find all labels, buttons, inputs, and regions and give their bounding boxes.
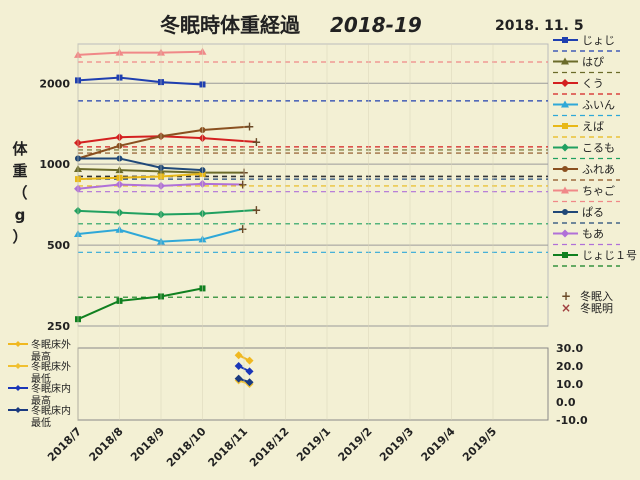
legend-label: ちゃご	[582, 184, 615, 198]
series-ちゃご	[74, 47, 207, 58]
temp-data-point	[234, 362, 243, 370]
y-label-char: 体	[12, 140, 28, 158]
temp-legend-point	[15, 407, 21, 413]
series-line	[78, 157, 203, 172]
data-point	[562, 123, 568, 129]
weight-tick-label: 500	[47, 239, 70, 252]
hibernation-start-marker: +	[238, 178, 248, 192]
data-point	[562, 209, 568, 215]
data-point	[561, 186, 569, 194]
temp-data-point	[245, 356, 254, 365]
y-label-char: （	[12, 184, 27, 202]
hibernation-start-marker: +	[238, 222, 248, 236]
legend-label: じょじ	[582, 34, 615, 47]
x-tick-label: 2018/11	[206, 425, 251, 470]
x-tick-label: 2018/8	[87, 425, 126, 464]
temp-legend-point	[15, 341, 21, 347]
series-line	[77, 287, 203, 321]
temperature-tick-label: 30.0	[556, 342, 583, 355]
temp-data-point	[234, 351, 243, 360]
data-point	[562, 37, 568, 43]
series-line	[77, 135, 257, 144]
x-tick-label: 2018/10	[164, 425, 209, 470]
x-tick-label: 2018/9	[128, 425, 167, 464]
weight-tick-label: 1000	[39, 158, 70, 171]
legend-label: はぴ	[582, 56, 604, 69]
series-じょじ	[75, 74, 206, 88]
legend-label: じょじ１号	[582, 249, 637, 262]
temp-legend-label: 冬眠床内	[31, 404, 71, 417]
legend-marker-label: 冬眠明	[580, 301, 613, 315]
temp-legend-label: 冬眠床外	[31, 338, 71, 351]
chart-season: 2018-19	[330, 13, 422, 37]
x-tick-label: 2019/1	[294, 425, 333, 464]
temp-legend-label: 最高	[31, 394, 51, 407]
x-tick-label: 2018/12	[247, 425, 292, 470]
hibernation-start-marker: +	[245, 120, 255, 134]
temp-data-point	[234, 374, 243, 383]
series-line	[77, 209, 257, 216]
series-じょじ１号	[75, 285, 206, 323]
data-point	[561, 100, 569, 108]
series-line	[77, 125, 250, 160]
y-label-char: g	[15, 206, 26, 224]
weight-tick-label: 250	[47, 320, 70, 333]
y-axis-label: 体重 （ g ）	[12, 140, 28, 246]
data-point	[561, 229, 569, 238]
x-tick-label: 2019/2	[336, 425, 375, 464]
legend-marker-label: 冬眠入	[580, 289, 613, 303]
temp-legend-point	[15, 385, 21, 391]
data-point	[562, 166, 568, 172]
temp-legend-point	[15, 363, 21, 369]
legend-label: ふれあ	[582, 163, 615, 176]
legend-label: こるも	[582, 142, 615, 155]
temp-legend-label: 最高	[31, 350, 51, 363]
weight-tick-label: 2000	[39, 77, 70, 90]
temperature-tick-label: -10.0	[556, 414, 588, 427]
temperature-tick-label: 20.0	[556, 360, 583, 373]
legend-label: もあ	[582, 228, 604, 241]
series-line	[77, 172, 203, 181]
temp-legend-label: 冬眠床外	[31, 360, 71, 373]
temp-legend-label: 最低	[31, 416, 51, 429]
hibernation-start-marker: +	[251, 203, 261, 217]
temperature-panel: 30.0 20.0 10.0 0.0 -10.0	[77, 342, 588, 427]
temperature-tick-label: 0.0	[556, 396, 576, 409]
legend-label: ふいん	[582, 99, 615, 112]
legend-marker-symbol: ×	[561, 301, 571, 315]
temp-legend-label: 最低	[31, 372, 51, 385]
data-point	[561, 57, 569, 65]
chart-title: 冬眠時体重経過	[160, 13, 301, 37]
x-tick-label: 2019/5	[460, 425, 499, 464]
legend-label: ぱる	[582, 206, 604, 219]
legend-label: えば	[582, 120, 604, 133]
series-こるも: +	[74, 203, 261, 219]
series-line	[77, 50, 203, 56]
series-line	[77, 76, 203, 86]
y-label-char: 重	[12, 162, 27, 180]
data-point	[561, 79, 569, 87]
temp-legend-label: 冬眠床内	[31, 382, 71, 395]
legend-label: くう	[582, 77, 604, 90]
x-tick-label: 2019/4	[419, 425, 458, 464]
temp-data-point	[245, 378, 254, 387]
x-tick-label: 2018/7	[45, 425, 84, 464]
data-point	[562, 252, 568, 258]
temp-series-冬眠床内最高	[234, 362, 254, 376]
temp-data-point	[245, 367, 254, 376]
chart-date: 2018. 11. 5	[495, 18, 584, 34]
hibernation-start-marker: +	[251, 135, 261, 149]
y-label-char: ）	[12, 228, 27, 246]
temperature-tick-label: 10.0	[556, 378, 583, 391]
data-point	[561, 143, 569, 152]
legend-marker-symbol: +	[561, 289, 571, 303]
temperature-plot-area	[77, 347, 549, 421]
x-tick-label: 2019/3	[377, 425, 416, 464]
